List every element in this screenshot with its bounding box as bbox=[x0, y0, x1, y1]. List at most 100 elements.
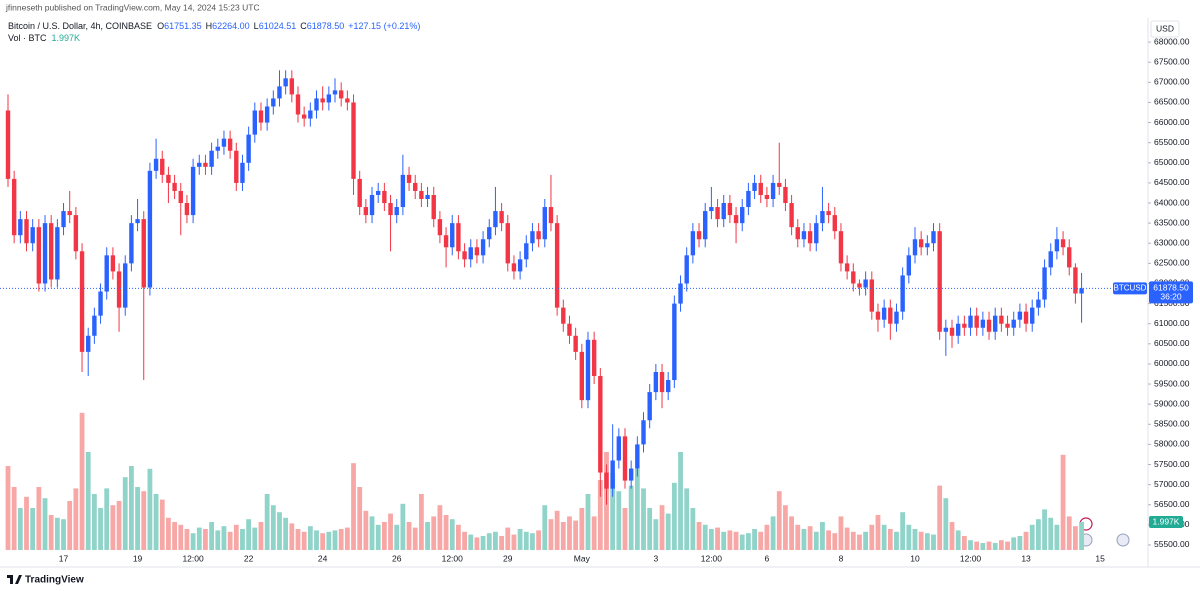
volume-bar bbox=[764, 524, 770, 550]
volume-bar bbox=[820, 522, 825, 550]
candle-body bbox=[480, 239, 486, 256]
volume-bar bbox=[776, 491, 782, 550]
candle-body bbox=[227, 138, 233, 151]
volume-bar bbox=[184, 529, 190, 550]
candle-body bbox=[277, 86, 282, 99]
candle-body bbox=[647, 392, 652, 421]
candle-body bbox=[271, 98, 276, 107]
volume-bar bbox=[715, 527, 720, 550]
candle-body bbox=[129, 223, 134, 264]
volume-bar bbox=[54, 517, 60, 550]
volume-bar bbox=[147, 468, 153, 550]
candle-body bbox=[1023, 311, 1029, 324]
x-tick-label: May bbox=[574, 553, 591, 563]
candle-body bbox=[73, 215, 79, 252]
candle-body bbox=[918, 239, 924, 248]
volume-bar bbox=[536, 530, 542, 550]
volume-bar bbox=[425, 522, 430, 550]
volume-bar bbox=[48, 515, 54, 550]
volume-bar bbox=[906, 524, 912, 550]
volume-bar bbox=[258, 522, 264, 550]
candle-body bbox=[332, 90, 338, 95]
ohlc-value: 61878.50 bbox=[307, 21, 345, 31]
candle-body bbox=[135, 219, 140, 224]
candle-body bbox=[104, 255, 109, 292]
y-tick-label: 67000.00 bbox=[1154, 77, 1190, 87]
volume-bar bbox=[462, 531, 467, 550]
volume-bar bbox=[881, 524, 887, 550]
volume-bar bbox=[1005, 541, 1010, 550]
candle-body bbox=[659, 371, 665, 393]
volume-bar bbox=[998, 540, 1004, 550]
candle-body bbox=[462, 251, 467, 260]
x-tick-label: 29 bbox=[503, 553, 513, 563]
y-tick-label: 59500.00 bbox=[1154, 378, 1190, 388]
y-tick-label: 60500.00 bbox=[1154, 338, 1190, 348]
candle-body bbox=[530, 231, 535, 244]
volume-bar bbox=[653, 519, 659, 550]
volume-bar bbox=[135, 487, 140, 550]
volume-value: 1.997K bbox=[52, 33, 81, 43]
volume-bar bbox=[684, 488, 690, 550]
y-tick-label: 62500.00 bbox=[1154, 258, 1190, 268]
candle-body bbox=[733, 215, 739, 224]
volume-bar bbox=[869, 524, 875, 550]
candle-body bbox=[548, 207, 554, 224]
volume-bar bbox=[844, 527, 850, 550]
volume-bar bbox=[850, 531, 856, 550]
y-tick-label: 57000.00 bbox=[1154, 479, 1190, 489]
volume-bar bbox=[1054, 524, 1060, 550]
volume-bar bbox=[283, 517, 289, 550]
candle-body bbox=[844, 263, 850, 272]
volume-bar bbox=[474, 537, 480, 550]
candle-body bbox=[690, 231, 696, 256]
candle-body bbox=[943, 327, 949, 332]
candle-body bbox=[116, 271, 122, 308]
candle-body bbox=[499, 211, 504, 224]
volume-tag-bg bbox=[1149, 516, 1183, 529]
volume-bar bbox=[721, 531, 727, 550]
candle-body bbox=[616, 436, 622, 461]
volume-bar bbox=[196, 527, 202, 550]
candle-body bbox=[974, 315, 979, 328]
volume-bar bbox=[122, 477, 128, 550]
candle-body bbox=[622, 436, 628, 481]
candle-body bbox=[986, 319, 992, 332]
symbol-tag-bg bbox=[1113, 282, 1147, 295]
y-tick-label: 66500.00 bbox=[1154, 97, 1190, 107]
x-tick-label: 19 bbox=[133, 553, 143, 563]
volume-bar bbox=[554, 510, 560, 550]
y-tick-label: 58000.00 bbox=[1154, 439, 1190, 449]
volume-bar bbox=[129, 466, 134, 550]
ohlc-key: L bbox=[254, 21, 259, 31]
volume-bar bbox=[388, 513, 393, 550]
volume-legend: Vol · BTC 1.997K bbox=[8, 33, 80, 43]
volume-bar bbox=[955, 530, 961, 550]
legend-line: Bitcoin / U.S. Dollar, 4h, COINBASE O6175… bbox=[8, 21, 420, 31]
candle-body bbox=[431, 194, 436, 220]
volume-bar bbox=[357, 487, 363, 550]
volume-bar bbox=[1079, 522, 1084, 550]
candle-body bbox=[363, 207, 369, 216]
ohlc-value: 61751.35 bbox=[164, 21, 202, 31]
volume-bar bbox=[733, 531, 739, 550]
volume-bar bbox=[523, 531, 529, 550]
candle-body bbox=[5, 110, 11, 179]
candle-body bbox=[881, 307, 887, 320]
x-tick-label: 12:00 bbox=[442, 553, 464, 563]
candle-body bbox=[783, 186, 788, 204]
candle-body bbox=[61, 211, 66, 228]
candle-body bbox=[123, 263, 128, 308]
volume-bar bbox=[789, 516, 794, 550]
volume-bar bbox=[394, 524, 400, 550]
volume-bar bbox=[542, 505, 548, 550]
ohlc-value: 62264.00 bbox=[212, 21, 250, 31]
candle-body bbox=[400, 174, 406, 208]
volume-bar bbox=[400, 503, 406, 550]
candle-body bbox=[851, 271, 856, 284]
volume-bar bbox=[597, 480, 603, 550]
change: +127.15 (+0.21%) bbox=[348, 21, 420, 31]
y-tick-label: 66000.00 bbox=[1154, 117, 1190, 127]
volume-bar bbox=[326, 531, 332, 550]
